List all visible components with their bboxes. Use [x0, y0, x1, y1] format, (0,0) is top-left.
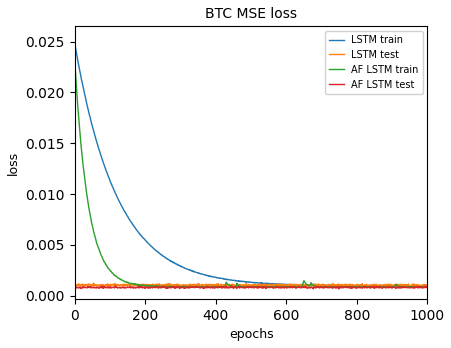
LSTM test — [72, 283, 77, 287]
AF LSTM train — [359, 285, 365, 289]
LSTM train — [346, 284, 351, 288]
LSTM train — [359, 284, 364, 288]
AF LSTM train — [143, 284, 149, 288]
AF LSTM train — [198, 285, 203, 290]
Y-axis label: loss: loss — [7, 150, 20, 175]
LSTM test — [347, 284, 352, 288]
Line: AF LSTM test: AF LSTM test — [74, 286, 427, 289]
LSTM test — [94, 283, 99, 287]
AF LSTM test — [72, 285, 77, 290]
AF LSTM train — [407, 285, 412, 289]
LSTM test — [407, 284, 413, 288]
AF LSTM train — [383, 285, 389, 289]
AF LSTM train — [72, 58, 77, 62]
LSTM test — [360, 284, 365, 288]
LSTM train — [407, 284, 412, 288]
AF LSTM test — [144, 285, 149, 289]
LSTM test — [384, 282, 389, 286]
AF LSTM test — [424, 285, 429, 289]
LSTM test — [144, 284, 149, 288]
Legend: LSTM train, LSTM test, AF LSTM train, AF LSTM test: LSTM train, LSTM test, AF LSTM train, AF… — [324, 31, 422, 94]
LSTM train — [93, 138, 99, 142]
X-axis label: epochs: epochs — [228, 328, 273, 341]
AF LSTM test — [360, 285, 365, 290]
AF LSTM test — [384, 285, 389, 290]
LSTM train — [383, 284, 388, 288]
LSTM train — [393, 284, 399, 288]
AF LSTM test — [407, 285, 413, 290]
AF LSTM test — [336, 287, 341, 291]
AF LSTM test — [93, 286, 99, 290]
AF LSTM train — [346, 285, 352, 289]
LSTM train — [72, 41, 77, 45]
Line: LSTM test: LSTM test — [74, 283, 427, 287]
LSTM train — [424, 284, 429, 288]
LSTM train — [143, 239, 149, 243]
AF LSTM train — [93, 239, 99, 244]
LSTM test — [424, 284, 429, 288]
AF LSTM train — [424, 285, 429, 289]
LSTM test — [229, 285, 234, 289]
Line: LSTM train: LSTM train — [74, 43, 427, 286]
AF LSTM test — [347, 285, 352, 290]
Line: AF LSTM train: AF LSTM train — [74, 60, 427, 287]
Title: BTC MSE loss: BTC MSE loss — [205, 7, 296, 21]
LSTM test — [91, 281, 96, 285]
AF LSTM test — [112, 284, 118, 288]
